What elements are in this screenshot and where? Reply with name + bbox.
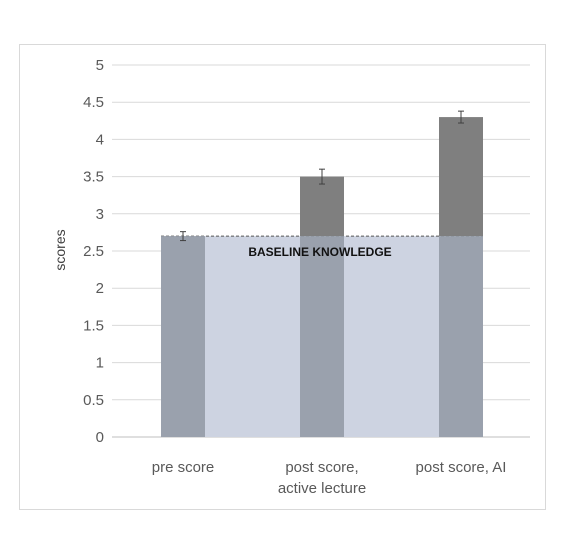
x-category-label: pre score xyxy=(152,459,215,476)
x-category-label: post score, xyxy=(285,459,358,476)
bar-above-baseline xyxy=(300,176,344,237)
bar-below-baseline xyxy=(300,236,344,437)
x-category-label: active lecture xyxy=(278,480,366,497)
y-tick-label: 0 xyxy=(96,429,104,446)
bar-below-baseline xyxy=(439,236,483,437)
bar-above-baseline xyxy=(439,117,483,237)
bar-below-baseline xyxy=(161,236,205,437)
y-tick-labels: 0 0.5 1 1.5 2 2.5 3 3.5 4 4.5 5 xyxy=(83,57,104,446)
y-tick-label: 1.5 xyxy=(83,317,104,334)
baseline-label: BASELINE KNOWLEDGE xyxy=(248,245,391,259)
y-axis-label: scores xyxy=(52,229,68,270)
y-tick-label: 5 xyxy=(96,57,104,74)
y-tick-label: 0.5 xyxy=(83,392,104,409)
error-bars-group xyxy=(180,110,464,242)
y-tick-label: 3 xyxy=(96,206,104,223)
bars-group xyxy=(161,117,483,437)
y-tick-label: 2 xyxy=(96,280,104,297)
y-tick-label: 2.5 xyxy=(83,243,104,260)
x-category-labels: pre score post score, active lecture post s… xyxy=(152,459,507,497)
y-tick-label: 4 xyxy=(96,131,104,148)
x-category-label: post score, AI xyxy=(416,459,507,476)
y-tick-label: 3.5 xyxy=(83,169,104,186)
y-tick-label: 1 xyxy=(96,355,104,372)
y-tick-label: 4.5 xyxy=(83,94,104,111)
